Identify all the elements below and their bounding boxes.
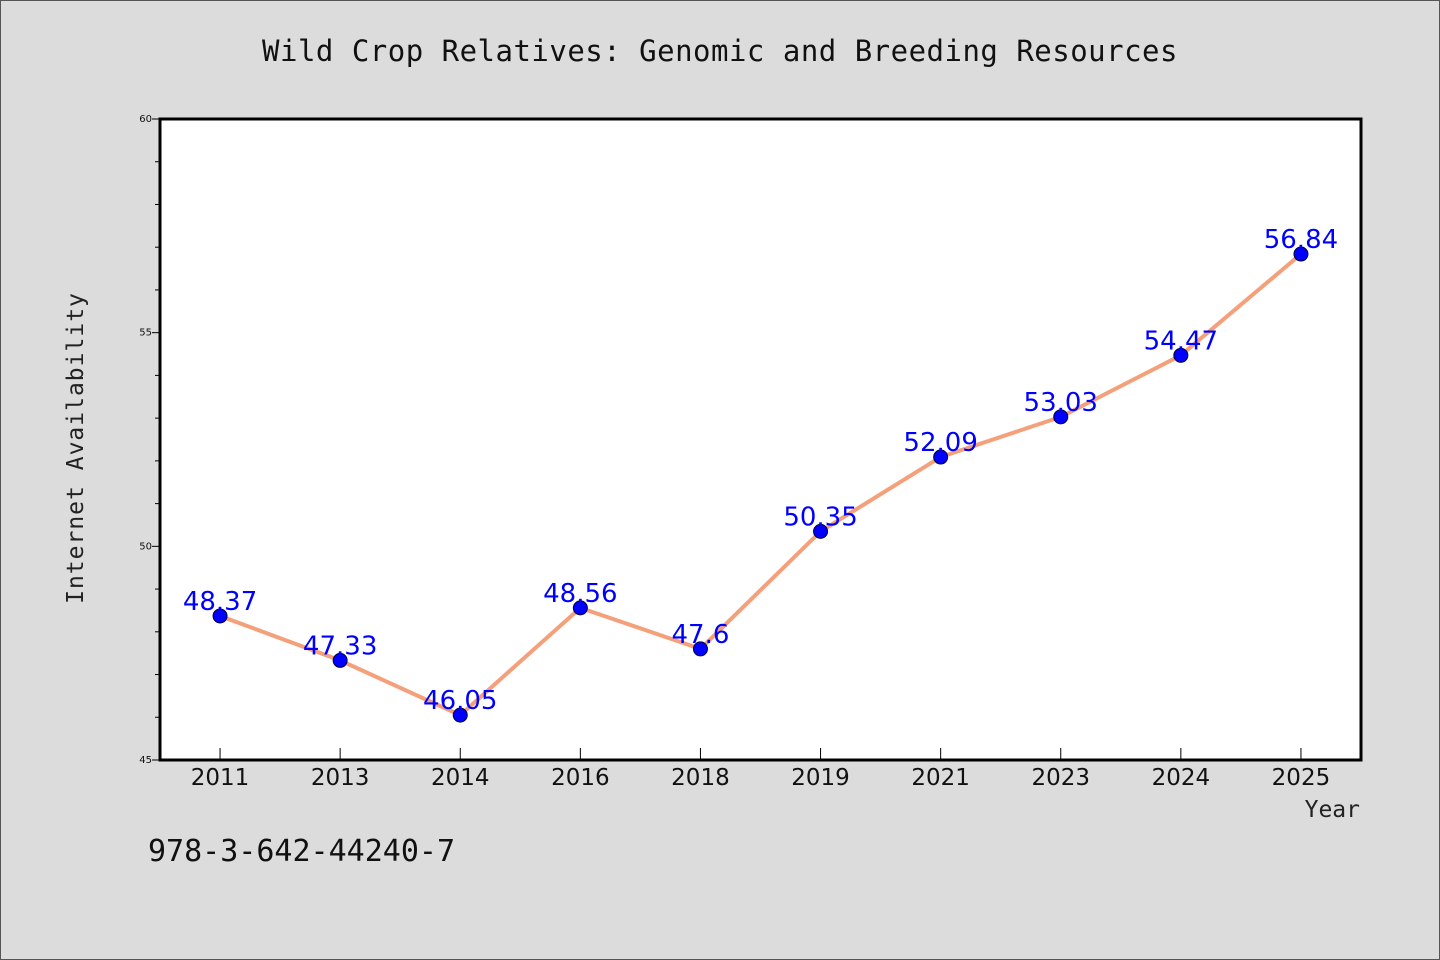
x-tick-label: 2013 (311, 765, 370, 791)
data-labels: 48.37 47.33 46.05 48.56 47.6 50.35 52.09 53.03 5… (183, 225, 1338, 716)
data-point (332, 652, 348, 668)
data-point (692, 641, 708, 657)
data-label: 47.6 (672, 620, 730, 650)
y-axis-ticks: 45 50 55 60 (139, 114, 160, 766)
data-point (572, 600, 588, 616)
data-point (1053, 409, 1069, 425)
data-label: 56.84 (1264, 225, 1338, 255)
series-lines (218, 252, 1303, 718)
y-tick-label: 55 (139, 328, 152, 339)
x-axis-ticks: 2011 2013 2014 2016 2018 2019 2021 2023 2024 2025 (191, 748, 1330, 791)
series-line (218, 252, 1303, 718)
data-label: 46.05 (423, 686, 497, 716)
data-label: 53.03 (1024, 388, 1098, 418)
x-tick-label: 2021 (911, 765, 970, 791)
x-tick-label: 2014 (431, 765, 490, 791)
x-axis-title: Year (1304, 797, 1360, 823)
plot-area (158, 117, 1363, 762)
data-label: 47.33 (303, 631, 377, 661)
data-point (813, 523, 829, 539)
x-tick-label: 2011 (191, 765, 250, 791)
x-tick-label: 2018 (671, 765, 730, 791)
x-tick-label: 2016 (551, 765, 610, 791)
footnote-isbn: 978-3-642-44240-7 (148, 834, 456, 869)
data-point (933, 449, 949, 465)
data-label: 54.47 (1144, 326, 1218, 356)
x-tick-label: 2025 (1272, 765, 1331, 791)
data-point (452, 707, 468, 723)
data-label: 50.35 (783, 502, 857, 532)
y-tick-label: 45 (139, 755, 152, 766)
data-markers (212, 246, 1309, 723)
data-point (212, 608, 228, 624)
data-label: 48.37 (183, 587, 257, 617)
x-tick-label: 2024 (1152, 765, 1211, 791)
data-label: 48.56 (543, 579, 617, 609)
data-point (1293, 246, 1309, 262)
chart-title: Wild Crop Relatives: Genomic and Breedin… (262, 34, 1178, 68)
x-tick-label: 2019 (791, 765, 850, 791)
x-tick-label: 2023 (1031, 765, 1090, 791)
data-point (1173, 347, 1189, 363)
y-tick-label: 60 (139, 114, 152, 125)
y-tick-label: 50 (139, 541, 152, 552)
data-label: 52.09 (903, 428, 977, 458)
